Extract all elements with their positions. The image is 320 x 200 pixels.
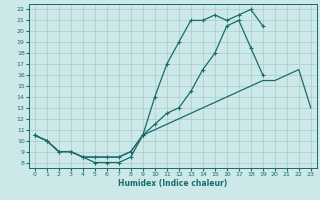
X-axis label: Humidex (Indice chaleur): Humidex (Indice chaleur): [118, 179, 228, 188]
